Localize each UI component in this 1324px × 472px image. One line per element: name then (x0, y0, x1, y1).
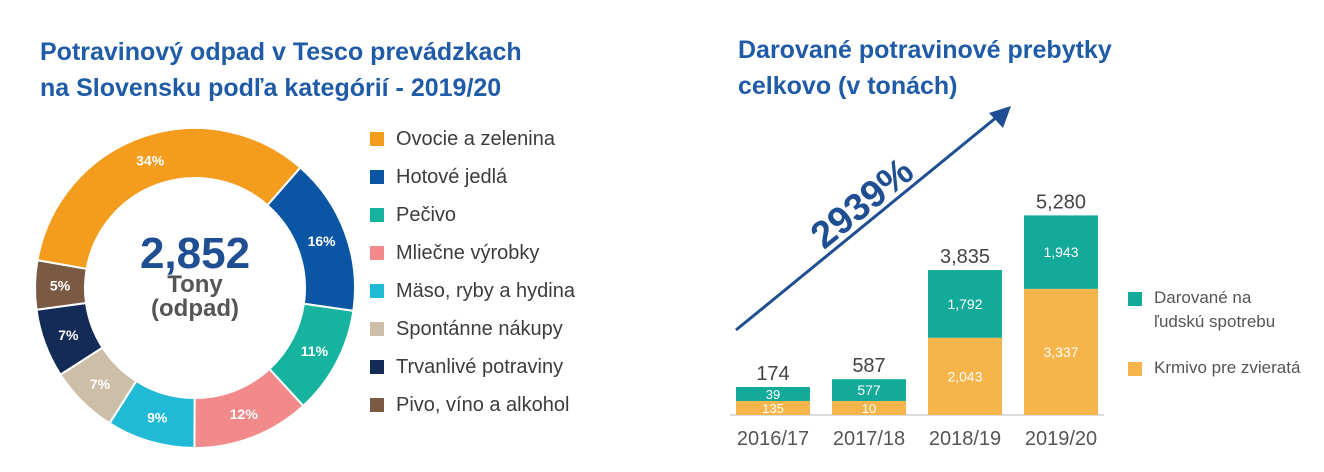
legend-swatch (1128, 292, 1142, 306)
waste-legend-item: Mliečne výrobky (370, 234, 680, 272)
waste-legend-item: Trvanlivé potraviny (370, 348, 680, 386)
donations-legend-item: Krmivo pre zvieratá (1128, 356, 1318, 380)
bar-segment-donated (736, 387, 810, 401)
waste-legend-label: Spontánne nákupy (396, 317, 563, 340)
waste-legend-label: Mliečne výrobky (396, 241, 540, 264)
donut-slice-label: 5% (50, 277, 71, 293)
legend-swatch (370, 284, 384, 298)
bar-segment-donated (1024, 215, 1098, 289)
waste-chart-title-line-2: na Slovensku podľa kategórií - 2019/20 (40, 74, 502, 102)
waste-legend-item: Hotové jedlá (370, 158, 680, 196)
donut-slice-label: 11% (301, 343, 329, 359)
bar-segment-label: 3,337 (1043, 344, 1078, 360)
legend-swatch (370, 170, 384, 184)
bar-total-label: 5,280 (1036, 191, 1086, 213)
donut-slice-label: 34% (136, 153, 165, 169)
donut-slice-label: 12% (230, 406, 259, 422)
growth-annotation: 2939% (803, 150, 921, 257)
bar-segment-animal-feed (832, 401, 906, 415)
bar-segment-animal-feed (736, 401, 810, 415)
waste-legend-label: Pečivo (396, 203, 457, 226)
bar-segment-animal-feed (928, 337, 1002, 415)
waste-legend-label: Mäso, ryby a hydina (396, 279, 575, 302)
bar-segment-label: 1,943 (1043, 244, 1078, 260)
donations-chart-title-line-2: celkovo (v tonách) (738, 72, 958, 100)
legend-swatch (370, 360, 384, 374)
x-axis-tick-label: 2018/19 (929, 428, 1001, 450)
legend-swatch (370, 322, 384, 336)
donut-slice-label: 7% (58, 327, 79, 343)
growth-arrow-head (989, 106, 1011, 128)
waste-donut-chart: 34% 16% 11% 12% 9% 7% 7% 5% 2,852 Tony (odpad) (34, 127, 356, 450)
waste-chart-title-line-1: Potravinový odpad v Tesco prevádzkach (40, 38, 522, 66)
growth-arrow-line (735, 110, 1004, 332)
waste-legend: Ovocie a zelenina Hotové jedlá Pečivo Mlieč… (370, 120, 680, 424)
donut-slice (34, 259, 88, 311)
bar-segment-label: 135 (762, 401, 784, 416)
bar-segment-label: 2,043 (947, 368, 982, 384)
bar-segment-label: 10 (862, 401, 876, 416)
waste-legend-item: Pivo, víno a alkohol (370, 386, 680, 424)
waste-legend-label: Hotové jedlá (396, 165, 508, 188)
donations-legend-item: Darované na ľudskú spotrebu (1128, 286, 1318, 334)
bar-total-label: 174 (756, 363, 789, 385)
x-axis-tick-label: 2016/17 (737, 428, 809, 450)
donut-center-label-line-2: (odpad) (151, 295, 239, 322)
legend-swatch (370, 132, 384, 146)
bar-segment-label: 39 (766, 387, 780, 402)
waste-legend-label: Trvanlivé potraviny (396, 355, 564, 378)
x-axis-tick-label: 2019/20 (1025, 428, 1097, 450)
bar-segment-animal-feed (1024, 288, 1098, 415)
legend-swatch (370, 398, 384, 412)
donations-legend-label: Darované na ľudskú spotrebu (1154, 288, 1276, 331)
waste-legend-item: Pečivo (370, 196, 680, 234)
donut-center-value: 2,852 (140, 229, 250, 278)
donut-slice-label: 9% (147, 410, 168, 426)
waste-legend-label: Pivo, víno a alkohol (396, 393, 570, 416)
waste-legend-item: Ovocie a zelenina (370, 120, 680, 158)
bar-segment-donated (928, 270, 1002, 338)
bar-segment-donated (832, 379, 906, 401)
donations-chart-title-line-1: Darované potravinové prebytky (738, 36, 1112, 64)
bar-segment-label: 577 (857, 382, 881, 398)
donut-center-label-line-1: Tony (167, 271, 223, 298)
donut-slice-label: 7% (90, 376, 111, 392)
waste-legend-item: Spontánne nákupy (370, 310, 680, 348)
donut-slice-label: 16% (308, 233, 337, 249)
waste-chart-title: Potravinový odpad v Tesco prevádzkach na… (40, 34, 660, 106)
donations-legend: Darované na ľudskú spotrebu Krmivo pre zv… (1128, 286, 1318, 402)
bar-total-label: 587 (852, 355, 885, 377)
bar-segment-label: 1,792 (947, 296, 982, 312)
x-axis-tick-label: 2017/18 (833, 428, 905, 450)
legend-swatch (1128, 362, 1142, 376)
legend-swatch (370, 208, 384, 222)
bar-total-label: 3,835 (940, 246, 990, 268)
donations-chart-title: Darované potravinové prebytky celkovo (v… (738, 32, 1258, 104)
waste-legend-label: Ovocie a zelenina (396, 127, 555, 150)
donut-slice (36, 127, 302, 271)
legend-swatch (370, 246, 384, 260)
waste-legend-item: Mäso, ryby a hydina (370, 272, 680, 310)
donations-legend-label: Krmivo pre zvieratá (1154, 358, 1301, 377)
growth-arrow (735, 106, 1011, 332)
